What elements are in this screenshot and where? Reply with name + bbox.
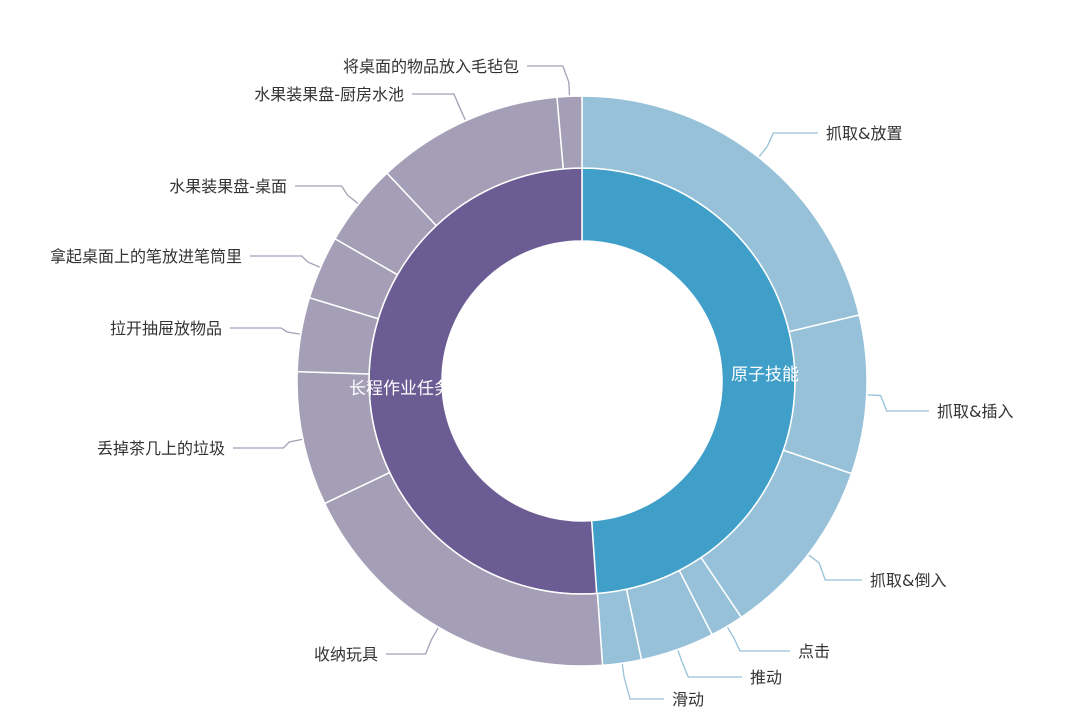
leader-line — [250, 255, 320, 268]
leader-line — [808, 554, 862, 581]
leader-line — [386, 627, 439, 655]
leader-line — [726, 626, 790, 652]
inner-slice-label: 原子技能 — [731, 365, 799, 385]
leader-line — [758, 132, 818, 157]
leader-line — [412, 93, 466, 121]
leader-line — [295, 185, 359, 204]
outer-slice-label: 抓取&插入 — [937, 402, 1013, 421]
arcs-layer — [296, 95, 868, 667]
outer-slice-label: 拿起桌面上的笔放进笔筒里 — [50, 247, 242, 266]
outer-slice-label: 滑动 — [672, 690, 704, 709]
leader-line — [677, 650, 742, 678]
leader-line — [867, 394, 929, 412]
inner-slice-label: 长程作业任务 — [349, 379, 451, 399]
outer-slice-label: 水果装果盘-厨房水池 — [254, 85, 404, 104]
outer-slice-label: 将桌面的物品放入毛毡包 — [343, 57, 519, 76]
outer-slice-label: 推动 — [750, 668, 782, 687]
leader-lines-layer — [230, 65, 929, 700]
outer-slice-label: 点击 — [798, 642, 830, 661]
leader-line — [621, 664, 664, 700]
outer-slice[interactable] — [556, 95, 583, 170]
outer-slice-label: 抓取&倒入 — [870, 571, 946, 590]
leader-line — [233, 438, 303, 449]
outer-slice-label: 收纳玩具 — [314, 645, 378, 664]
outer-slice-label: 拉开抽屉放物品 — [110, 319, 222, 338]
outer-slice-label: 丢掉茶几上的垃圾 — [97, 439, 225, 458]
leader-line — [527, 65, 571, 96]
leader-line — [230, 327, 300, 335]
outer-slice-label: 抓取&放置 — [826, 124, 902, 143]
outer-slice[interactable] — [782, 314, 868, 475]
outer-slice-label: 水果装果盘-桌面 — [169, 177, 287, 196]
